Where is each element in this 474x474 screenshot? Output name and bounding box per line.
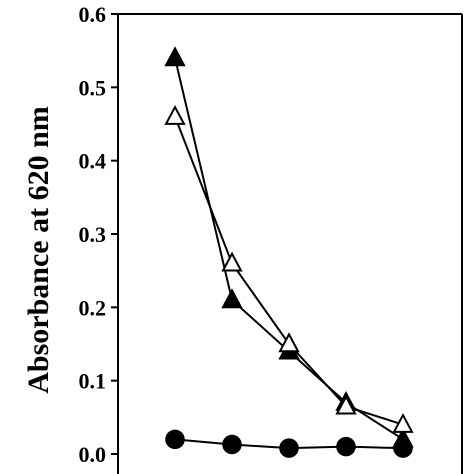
data-point-triangle — [221, 251, 243, 272]
data-point-circle — [222, 434, 242, 455]
y-axis-title: Absorbance at 620 nm — [22, 106, 55, 394]
data-point-triangle — [392, 412, 414, 433]
y-tick-label: 0.2 — [79, 295, 107, 320]
axes — [117, 13, 463, 474]
y-tick-label: 0.5 — [79, 75, 107, 100]
series-group — [164, 46, 414, 458]
data-point-triangle — [335, 394, 357, 415]
series-open-triangle — [164, 104, 414, 433]
y-tick-label: 0.0 — [79, 442, 107, 467]
data-point-triangle — [278, 332, 300, 353]
data-point-triangle — [164, 46, 186, 67]
data-point-triangle — [221, 288, 243, 309]
data-point-circle — [165, 429, 185, 450]
y-tick-label: 0.3 — [79, 222, 107, 247]
series-filled-circle — [165, 429, 413, 458]
y-tick-label: 0.1 — [79, 369, 107, 394]
y-tick-label: 0.4 — [79, 149, 107, 174]
data-point-triangle — [164, 104, 186, 125]
y-ticks: 0.0 0.1 0.2 0.3 0.4 0.5 0.6 — [79, 2, 118, 467]
data-point-circle — [393, 438, 413, 458]
data-point-circle — [279, 438, 299, 458]
data-point-circle — [336, 436, 356, 457]
series-line — [174, 57, 404, 441]
series-line — [174, 116, 404, 426]
y-tick-label: 0.6 — [79, 2, 107, 27]
series-filled-triangle — [164, 46, 414, 448]
